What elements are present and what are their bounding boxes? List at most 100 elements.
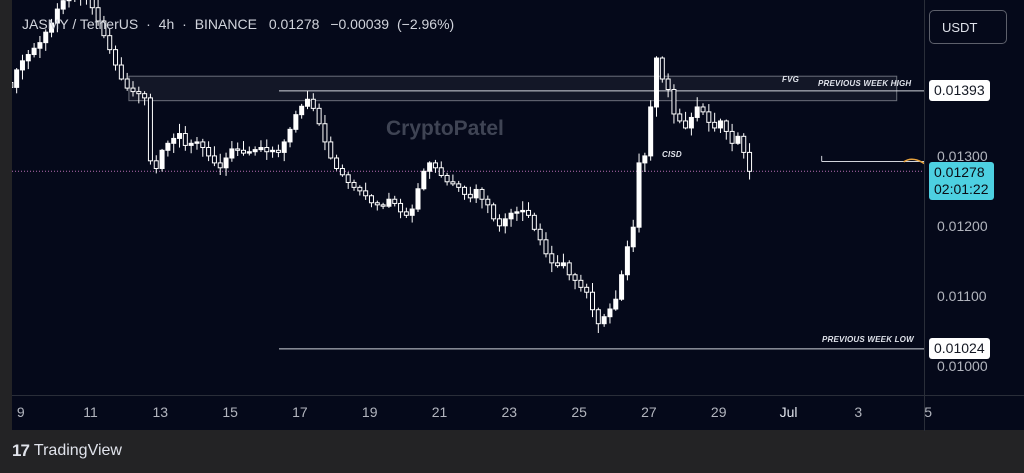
- candle-down: [456, 183, 462, 188]
- candle-down: [211, 155, 217, 164]
- candle-down: [683, 120, 689, 129]
- axis-corner: [924, 395, 1024, 431]
- candle-down: [741, 135, 747, 153]
- candle-down: [345, 174, 351, 183]
- candle-down: [334, 157, 340, 169]
- tradingview-footer[interactable]: 17 TradingView: [12, 441, 122, 461]
- candle-down: [531, 214, 537, 230]
- candle-up: [223, 157, 229, 169]
- candle-down: [124, 78, 130, 89]
- candle-down: [351, 181, 357, 188]
- price-tick: 0.01100: [937, 287, 987, 304]
- candle-down: [485, 198, 491, 206]
- candle-up: [287, 128, 293, 143]
- candle-up: [25, 54, 31, 62]
- candle-up: [49, 22, 55, 33]
- candle-up: [415, 188, 421, 210]
- time-tick: 21: [431, 404, 448, 420]
- candle-up: [601, 316, 607, 325]
- current-price-value: 0.01278: [934, 164, 985, 181]
- candle-down: [310, 98, 316, 109]
- candle-up: [619, 274, 625, 300]
- time-tick: 5: [924, 404, 933, 420]
- legend-separator: ·: [146, 16, 151, 32]
- time-tick: 17: [292, 404, 308, 420]
- time-tick: 11: [83, 404, 98, 420]
- candle-up: [165, 142, 171, 151]
- tradingview-brand: TradingView: [33, 442, 122, 459]
- chart-panel[interactable]: JASMY / TetherUS · 4h · BINANCE 0.01278 …: [12, 0, 1024, 431]
- candle-up: [717, 120, 723, 129]
- candle-down: [747, 151, 753, 172]
- candle-up: [43, 31, 49, 44]
- candle-down: [543, 239, 549, 255]
- candle-down: [130, 87, 136, 93]
- candle-up: [508, 212, 514, 220]
- candle-down: [316, 107, 322, 125]
- candle-down: [89, 0, 95, 9]
- plot-area[interactable]: JASMY / TetherUS · 4h · BINANCE 0.01278 …: [12, 0, 924, 395]
- symbol-pair[interactable]: JASMY / TetherUS: [22, 16, 139, 32]
- symbol-interval: 4h: [158, 16, 175, 32]
- candle-down: [339, 167, 345, 176]
- time-axis[interactable]: 9 11 13 15 17 19 21 23 25 27 29 Jul 3 5: [12, 395, 932, 431]
- price-tick: 0.01300: [937, 147, 988, 164]
- candle-down: [398, 202, 404, 213]
- price-change-percent: (−2.96%): [397, 16, 455, 32]
- candle-up: [304, 98, 310, 107]
- time-tick: 29: [710, 404, 727, 420]
- candle-down: [706, 111, 712, 123]
- candle-down: [113, 49, 119, 66]
- time-tick: 3: [854, 404, 863, 420]
- candle-up: [194, 141, 200, 144]
- candle-down: [328, 141, 334, 159]
- candle-down: [264, 147, 270, 153]
- candle-up: [159, 149, 165, 169]
- candle-down: [241, 149, 247, 154]
- previous-week-high-label: PREVIOUS WEEK HIGH: [818, 79, 912, 88]
- symbol-legend[interactable]: JASMY / TetherUS · 4h · BINANCE 0.01278 …: [22, 16, 458, 32]
- candle-up: [386, 198, 392, 207]
- candle-up: [171, 137, 177, 144]
- candle-up: [246, 151, 252, 154]
- cisd-label: CISD: [662, 150, 682, 159]
- candle-up: [735, 135, 741, 144]
- candle-up: [14, 69, 20, 88]
- candle-down: [322, 123, 328, 143]
- candle-down: [357, 186, 363, 192]
- previous-week-high-price-label: 0.01393: [929, 79, 990, 101]
- candle-up: [648, 106, 654, 157]
- fvg-zone: [128, 75, 898, 102]
- currency-button[interactable]: USDT: [929, 10, 1007, 44]
- symbol-exchange: BINANCE: [194, 16, 257, 32]
- candle-down: [549, 253, 555, 264]
- candle-down: [572, 274, 578, 281]
- candle-down: [526, 209, 532, 216]
- time-tick: 19: [361, 404, 378, 420]
- candle-down: [590, 291, 596, 311]
- candle-up: [37, 42, 43, 49]
- candle-down: [432, 162, 438, 169]
- candle-up: [642, 155, 648, 164]
- price-chart[interactable]: [12, 0, 924, 395]
- fvg-label: FVG: [782, 75, 800, 84]
- candle-up: [636, 162, 642, 228]
- candle-down: [671, 88, 677, 115]
- time-tick: 27: [641, 404, 657, 420]
- time-tick: 25: [571, 404, 587, 420]
- candle-down: [142, 93, 148, 99]
- candle-up: [613, 298, 619, 310]
- previous-week-low-label: PREVIOUS WEEK LOW: [822, 335, 914, 344]
- candle-down: [200, 141, 206, 149]
- price-change: −0.00039: [330, 16, 390, 32]
- candle-up: [258, 147, 264, 151]
- candle-down: [444, 174, 450, 183]
- candle-up: [252, 149, 258, 153]
- candle-down: [206, 147, 212, 157]
- projection-curve: [903, 158, 924, 165]
- price-axis[interactable]: 0.01300 0.01200 0.01100 0.01000 0.01393 0.0…: [924, 0, 1024, 395]
- candle-up: [270, 149, 276, 153]
- candle-down: [182, 133, 188, 146]
- candle-up: [514, 211, 520, 214]
- candle-down: [374, 202, 380, 206]
